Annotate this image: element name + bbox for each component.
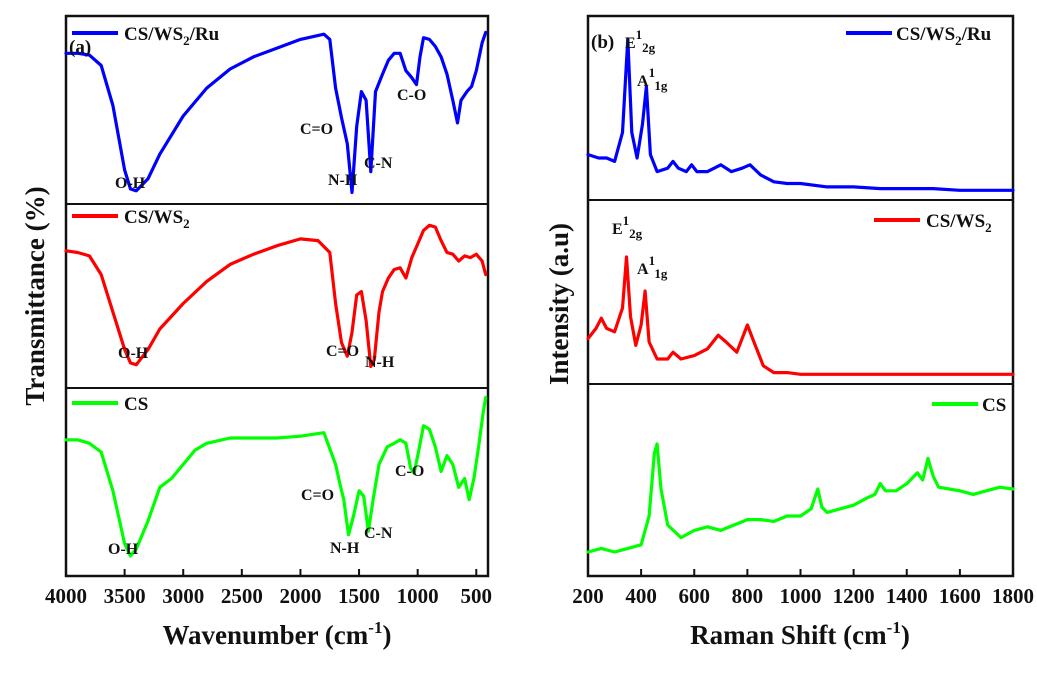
panel-b-curves xyxy=(586,37,1015,554)
x-tick-label-b-1200: 1200 xyxy=(833,584,875,608)
panel-a-x-title: Wavenumber (cm-1) xyxy=(163,618,392,650)
ann-a-top-c-o: C-O xyxy=(397,87,426,104)
panel-a: 4000 3500 3000 2500 2000 1500 1000 500 (a) CS/W… xyxy=(20,14,492,650)
ann-b-mid-e2g: E12g xyxy=(612,213,643,241)
ann-b-top-e2g: E12g xyxy=(625,27,656,55)
x-tick-label-b-400: 400 xyxy=(625,584,657,608)
legend-label-ru-a: CS/WS2/Ru xyxy=(124,24,220,48)
panel-a-letter: (a) xyxy=(69,37,91,58)
x-tick-label-a-500: 500 xyxy=(461,584,493,608)
x-tick-label-a-4000: 4000 xyxy=(45,584,87,608)
ann-a-bot-co: C=O xyxy=(301,487,334,504)
ann-a-mid-nh: N-H xyxy=(365,354,395,371)
x-tick-label-b-1000: 1000 xyxy=(780,584,822,608)
legend-label-cs-b: CS xyxy=(982,395,1006,416)
legend-label-ws-a: CS/WS2 xyxy=(124,207,190,231)
x-tick-label-a-2500: 2500 xyxy=(221,584,263,608)
x-tick-label-a-1000: 1000 xyxy=(397,584,439,608)
legend-label-cs-a: CS xyxy=(124,394,148,415)
series-line-b-cs xyxy=(586,442,1015,554)
legend-label-ws-b: CS/WS2 xyxy=(926,211,992,235)
series-line-b-cs-ws2-ru xyxy=(586,37,1015,192)
x-tick-label-a-3500: 3500 xyxy=(104,584,146,608)
series-line-a-cs-ws2 xyxy=(64,223,488,368)
panel-a-x-ticks: 4000 3500 3000 2500 2000 1500 1000 500 xyxy=(45,569,492,608)
ann-a-top-co: C=O xyxy=(300,121,333,138)
x-tick-label-b-1600: 1600 xyxy=(939,584,981,608)
panel-a-frame xyxy=(64,14,490,578)
panel-a-curves xyxy=(64,30,488,558)
x-tick-label-a-3000: 3000 xyxy=(162,584,204,608)
ann-a-top-cn: C-N xyxy=(364,155,393,172)
x-tick-label-a-1500: 1500 xyxy=(338,584,380,608)
panel-b-x-ticks: 200 400 600 800 1000 1200 1400 1600 1800 xyxy=(572,569,1034,608)
ann-a-bot-c-o: C-O xyxy=(395,463,424,480)
series-line-b-cs-ws2 xyxy=(586,255,1015,376)
panel-a-y-title: Transmittance (%) xyxy=(20,186,50,405)
series-line-a-cs-ws2-ru xyxy=(64,30,488,195)
x-tick-label-b-600: 600 xyxy=(679,584,711,608)
panel-b-x-title: Raman Shift (cm-1) xyxy=(690,618,910,650)
ann-a-top-oh: O-H xyxy=(115,175,146,192)
ann-a-bot-cn: C-N xyxy=(364,525,393,542)
panel-b-y-title: Intensity (a.u) xyxy=(544,223,574,385)
panel-b: 200 400 600 800 1000 1200 1400 1600 1800 (b) CS/… xyxy=(544,14,1034,650)
x-tick-label-b-1400: 1400 xyxy=(886,584,928,608)
ann-b-top-a1g: A11g xyxy=(637,65,668,93)
x-tick-label-b-200: 200 xyxy=(572,584,604,608)
series-line-a-cs xyxy=(64,395,488,558)
x-tick-label-b-800: 800 xyxy=(732,584,764,608)
ann-a-bot-nh: N-H xyxy=(330,540,360,557)
ann-a-mid-oh: O-H xyxy=(118,345,149,362)
x-tick-label-b-1800: 1800 xyxy=(992,584,1034,608)
ann-a-mid-co: C=O xyxy=(326,343,359,360)
legend-label-ru-b: CS/WS2/Ru xyxy=(896,24,992,48)
ann-a-top-nh: N-H xyxy=(328,172,358,189)
x-tick-label-a-2000: 2000 xyxy=(279,584,321,608)
ann-b-mid-a1g: A11g xyxy=(637,253,668,281)
panel-b-letter: (b) xyxy=(591,32,614,53)
ann-a-bot-oh: O-H xyxy=(108,541,139,558)
